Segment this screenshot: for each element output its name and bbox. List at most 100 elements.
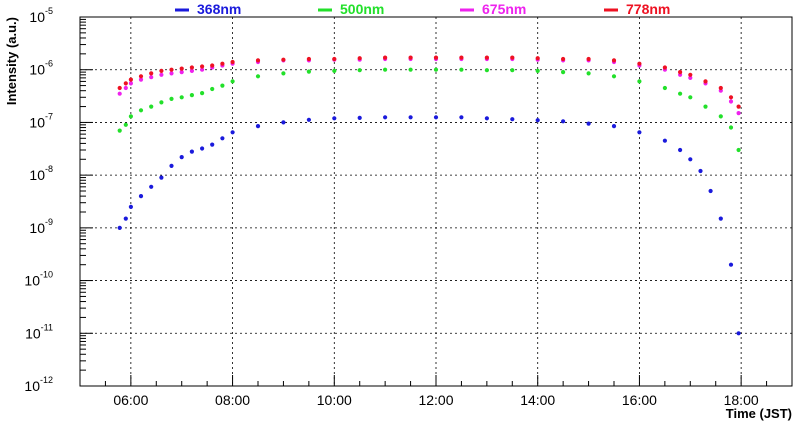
data-point — [138, 77, 144, 82]
data-point — [117, 85, 122, 91]
data-point — [169, 96, 174, 101]
data-point — [433, 55, 439, 60]
data-point — [357, 68, 362, 73]
data-point — [149, 71, 154, 76]
data-point — [220, 61, 225, 66]
data-point — [637, 61, 642, 66]
data-point — [662, 138, 668, 143]
data-point — [736, 331, 741, 336]
data-point — [220, 136, 225, 141]
data-point — [703, 79, 708, 84]
data-point — [149, 75, 154, 80]
y-tick-label: 10-9 — [29, 217, 53, 236]
data-point — [484, 55, 489, 60]
data-point — [637, 130, 642, 135]
data-point — [138, 108, 144, 113]
data-point — [459, 55, 464, 60]
y-tick-label: 10-5 — [29, 6, 53, 25]
data-point — [230, 130, 235, 135]
y-tick-label: 10-8 — [29, 164, 53, 183]
series-368nm — [117, 115, 741, 336]
data-point — [159, 175, 164, 180]
y-axis-title: Intensity (a.u.) — [4, 17, 19, 105]
series-500nm — [117, 67, 741, 153]
data-point — [459, 115, 464, 120]
data-point — [210, 142, 215, 147]
data-point — [586, 71, 591, 76]
data-point — [306, 56, 311, 62]
data-point — [510, 68, 515, 73]
x-axis-title: Time (JST) — [726, 406, 792, 421]
data-point — [688, 157, 693, 162]
data-point — [433, 115, 439, 120]
data-point — [662, 65, 668, 70]
data-point — [128, 81, 133, 86]
data-point — [611, 74, 617, 79]
data-point — [281, 57, 286, 62]
legend-label: 675nm — [482, 1, 526, 17]
data-point — [561, 56, 566, 62]
data-point — [200, 146, 205, 151]
data-point — [510, 55, 515, 60]
data-point — [383, 55, 388, 60]
data-point — [159, 68, 164, 73]
data-point — [408, 67, 413, 72]
data-point — [708, 188, 713, 194]
x-tick-label: 08:00 — [215, 392, 250, 408]
data-point — [169, 67, 174, 72]
legend-label: 778nm — [626, 1, 670, 17]
data-point — [189, 68, 194, 73]
data-point — [586, 121, 591, 126]
y-tick-label: 10-6 — [29, 59, 53, 78]
data-point — [210, 86, 215, 92]
legend: 368nm 500nm 675nm 778nm — [175, 1, 670, 17]
data-point — [332, 68, 337, 73]
data-point — [718, 216, 723, 221]
data-point — [169, 71, 174, 76]
x-tick-label: 16:00 — [622, 392, 657, 408]
data-point — [138, 74, 144, 79]
data-point — [255, 58, 261, 63]
data-point — [459, 67, 464, 72]
data-point — [200, 91, 205, 96]
data-point — [306, 69, 311, 74]
data-point — [510, 117, 515, 122]
data-point — [230, 59, 235, 65]
data-point — [128, 114, 133, 119]
legend-label: 368nm — [197, 1, 241, 17]
data-point — [159, 72, 164, 77]
data-point — [230, 79, 235, 84]
data-point — [138, 194, 144, 199]
data-point — [698, 168, 703, 174]
data-point — [728, 95, 734, 100]
data-point — [408, 115, 413, 120]
data-point — [200, 67, 205, 72]
data-point — [703, 104, 708, 109]
data-point — [117, 128, 122, 133]
data-point — [169, 163, 174, 168]
data-point — [535, 118, 540, 123]
data-point — [189, 65, 194, 70]
axis-ticks: 06:00 08:00 10:00 12:00 14:00 16:00 18:00 10-12… — [24, 6, 768, 408]
data-point — [383, 67, 388, 72]
y-tick-label: 10-11 — [25, 322, 53, 341]
data-point — [117, 225, 122, 230]
data-point — [408, 55, 413, 60]
series-778nm — [117, 55, 741, 109]
data-point — [561, 119, 566, 124]
data-point — [484, 68, 489, 73]
data-point — [718, 114, 723, 119]
y-tick-label: 10-10 — [24, 270, 53, 289]
data-point — [220, 83, 225, 88]
data-point — [332, 116, 337, 121]
data-point — [281, 120, 286, 125]
data-point — [179, 155, 184, 160]
data-point — [611, 124, 617, 129]
data-point — [728, 99, 734, 104]
data-point — [128, 204, 133, 209]
data-point — [281, 71, 286, 76]
data-point — [688, 75, 693, 80]
data-point — [383, 115, 388, 120]
data-point — [200, 64, 205, 69]
